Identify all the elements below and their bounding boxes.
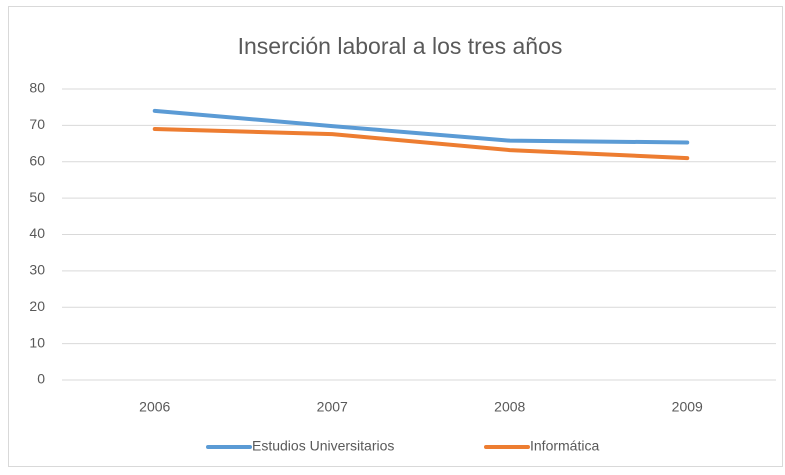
y-tick-label: 80 [29, 80, 45, 96]
series-line [152, 127, 690, 161]
legend-label: Estudios Universitarios [252, 438, 394, 454]
series-line [152, 108, 690, 145]
x-tick-label: 2006 [139, 399, 170, 415]
x-tick-label: 2007 [317, 399, 348, 415]
chart-title: Inserción laboral a los tres años [238, 33, 563, 59]
y-tick-label: 30 [29, 262, 45, 278]
y-tick-label: 40 [29, 225, 45, 241]
y-tick-label: 70 [29, 116, 45, 132]
y-tick-label: 10 [29, 334, 45, 350]
legend-label: Informática [530, 438, 599, 454]
y-tick-label: 20 [29, 298, 45, 314]
y-tick-label: 0 [37, 371, 45, 387]
chart-border [8, 6, 783, 467]
x-tick-label: 2008 [494, 399, 525, 415]
y-tick-label: 50 [29, 189, 45, 205]
y-tick-label: 60 [29, 152, 45, 168]
x-tick-label: 2009 [672, 399, 703, 415]
